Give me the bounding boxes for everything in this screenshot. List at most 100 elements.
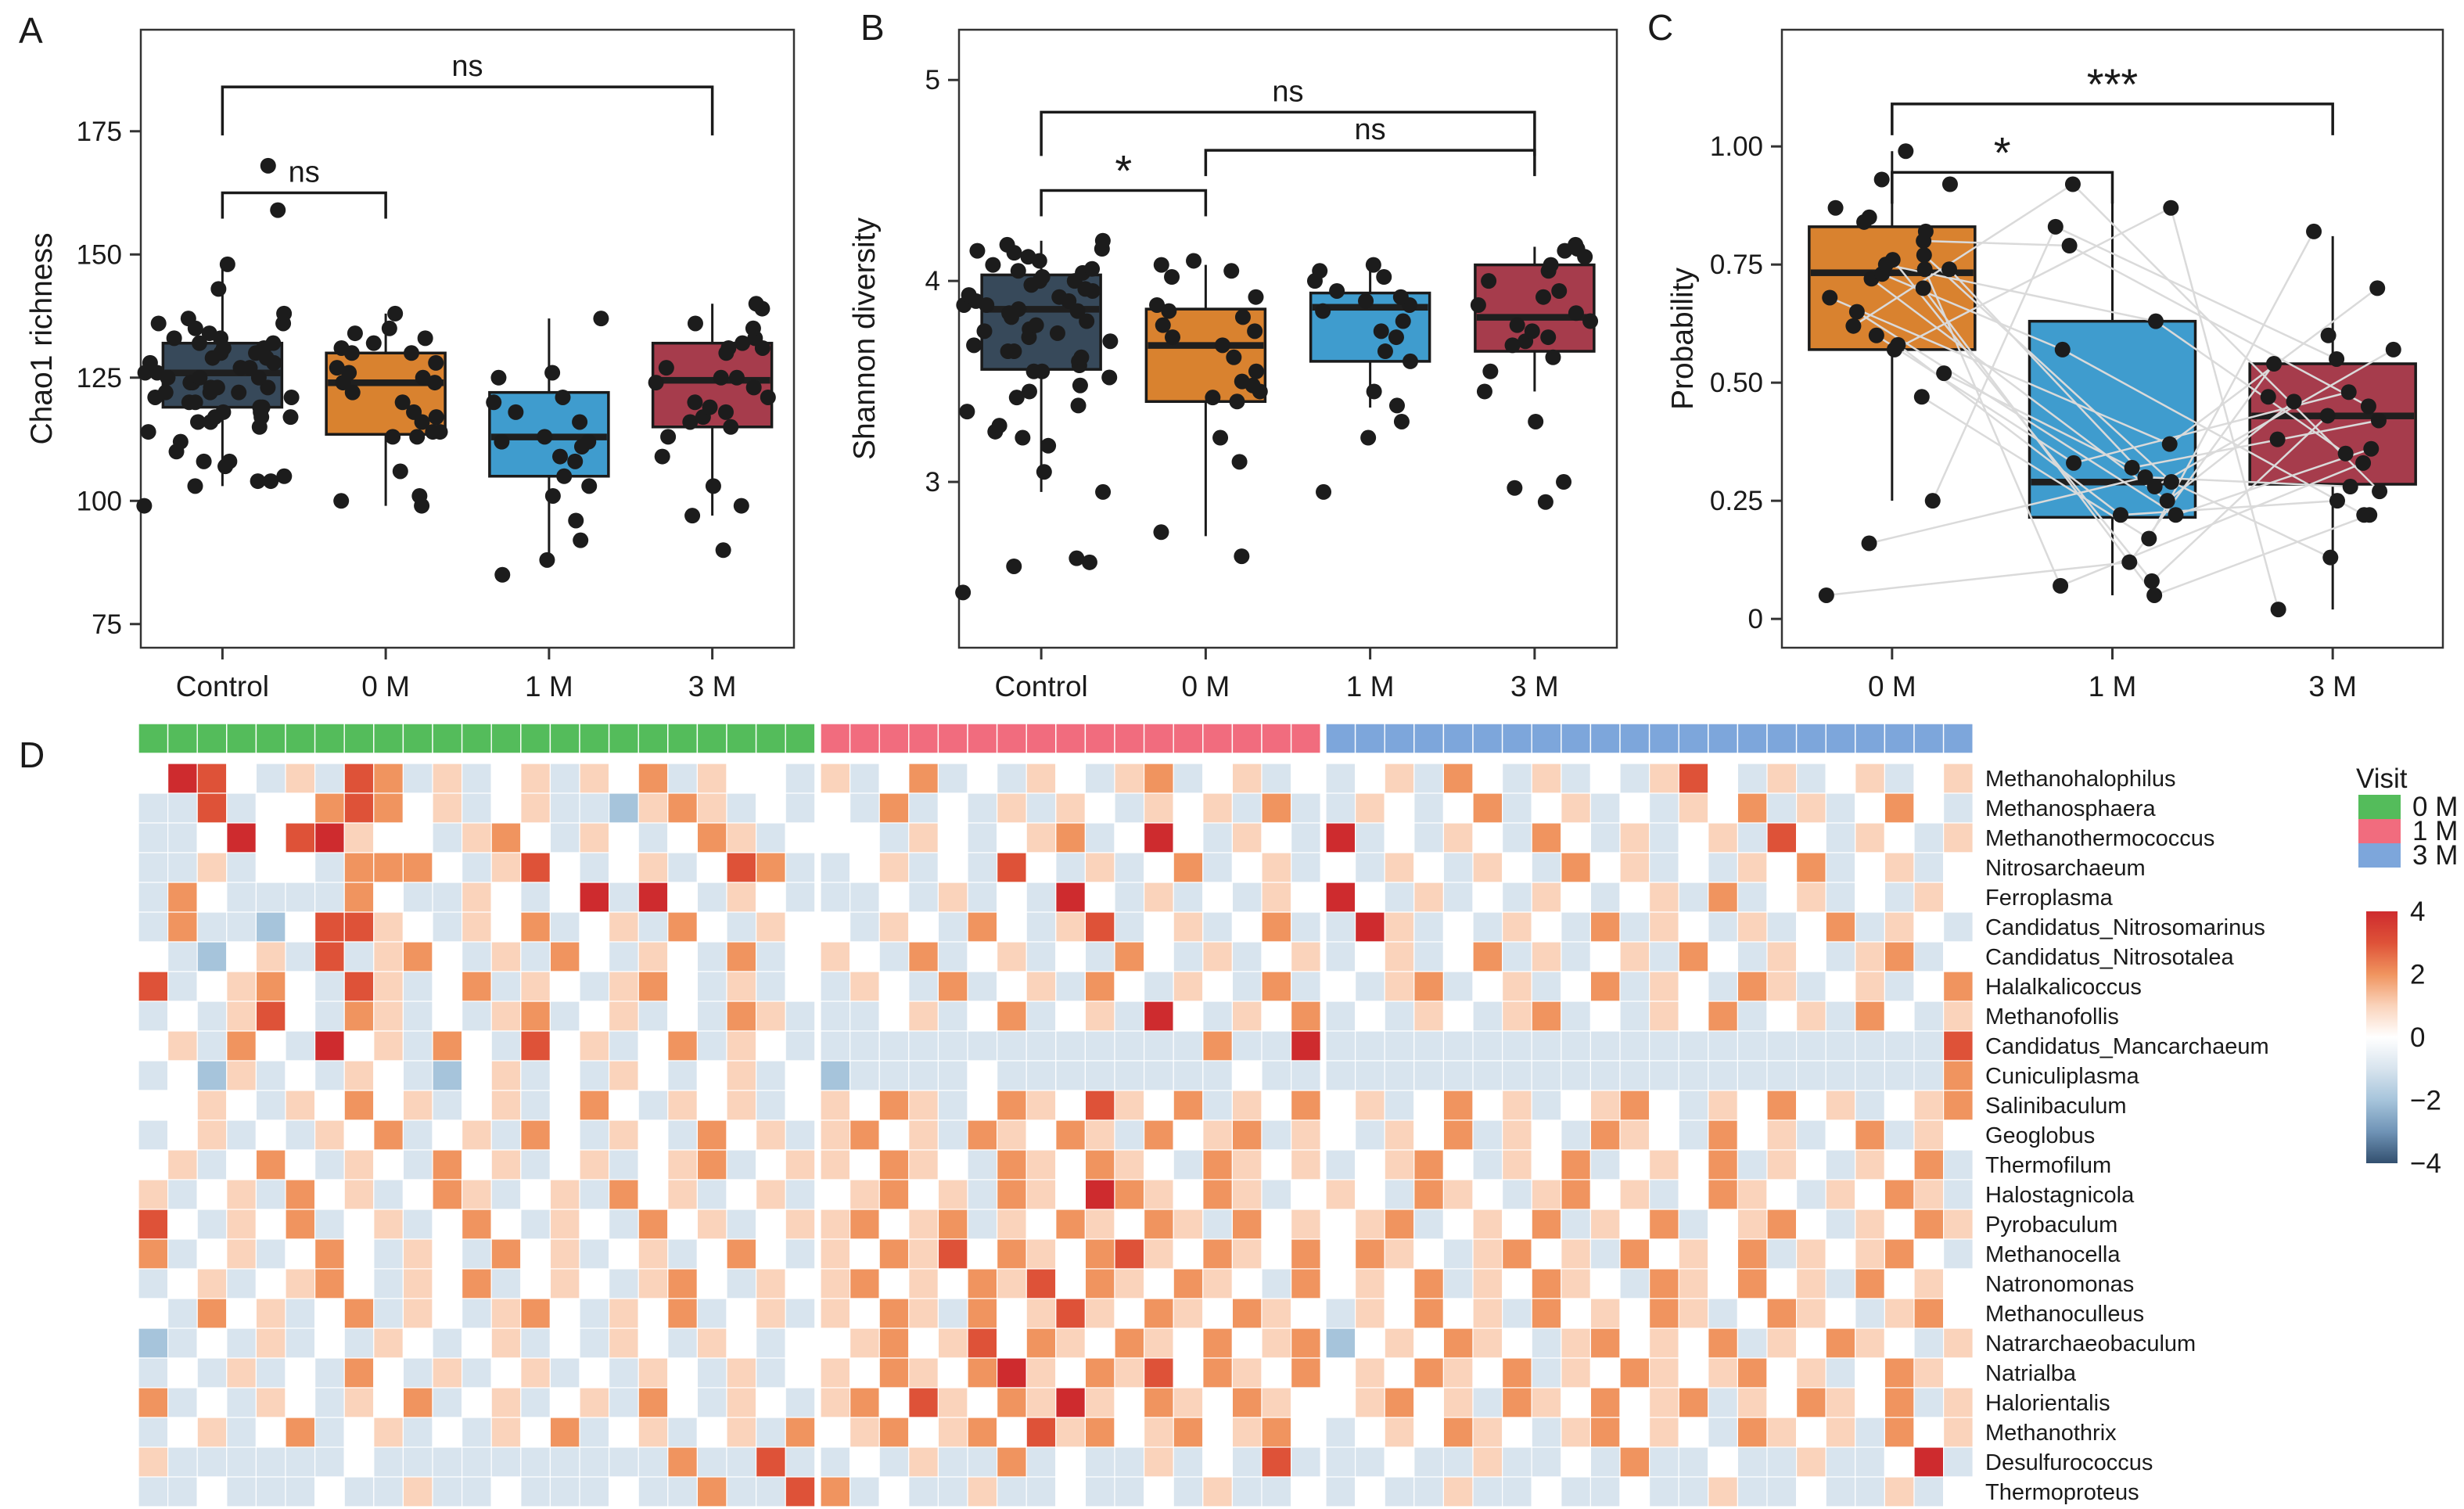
heatmap-row-label: Halostagnicola [1985, 1183, 2135, 1208]
median-line [1810, 269, 1974, 276]
panel-b-shannon-boxplot: 5 4 3 Control 0 M 1 M 3 M * ns ns [925, 28, 1618, 702]
significance-label: * [1994, 128, 2011, 177]
significance-bracket [221, 191, 387, 219]
jitter-points-0m [329, 305, 448, 514]
colorbar-tick-label: −2 [2410, 1086, 2441, 1116]
y-tick-label: 150 [77, 239, 122, 270]
colorbar-tick-label: 0 [2410, 1022, 2425, 1053]
heatmap-legend: 0 M1 M3 M 4 2 0 −2 −4 [2358, 792, 2458, 1179]
legend-swatch-0m [2358, 795, 2401, 819]
jitter-points-0m [1818, 143, 1958, 603]
heatmap-row-label: Methanocella [1985, 1242, 2121, 1267]
x-category-label: 0 M [1182, 670, 1230, 702]
jitter-points-3m [1470, 236, 1599, 510]
heatmap-row-Salinibaculum: Salinibaculum [138, 1090, 2127, 1121]
significance-label: *** [2087, 59, 2138, 109]
panel-d-letter: D [19, 735, 45, 775]
colorbar-tick-label: −4 [2410, 1148, 2441, 1179]
median-line [2031, 479, 2194, 486]
heatmap-row-Methanocella: Methanocella [138, 1238, 2121, 1270]
heatmap-row-Candidatus_Mancarchaeum: Candidatus_Mancarchaeum [138, 1030, 2269, 1062]
panel-c-ylabel: Probability [1666, 267, 1700, 411]
significance-bracket [1204, 149, 1536, 177]
heatmap-row-label: Thermofilum [1985, 1153, 2111, 1178]
y-tick-label: 175 [77, 117, 122, 147]
jitter-points-1m [2047, 176, 2184, 603]
heatmap-row-Candidatus_Nitrosomarinus: Candidatus_Nitrosomarinus [138, 911, 2265, 943]
colorbar-tick-label: 2 [2410, 960, 2425, 990]
x-category-label: Control [176, 670, 269, 702]
jitter-points-control [136, 157, 300, 514]
heatmap-row-Halalkalicoccus: Halalkalicoccus [138, 971, 2142, 1002]
significance-label: ns [289, 156, 320, 189]
heatmap-row-label: Geoglobus [1985, 1123, 2095, 1148]
median-line [983, 306, 1100, 313]
heatmap-row-Halorientalis: Halorientalis [138, 1387, 2110, 1418]
heatmap-row-label: Methanofollis [1985, 1004, 2119, 1029]
jitter-points-control [955, 232, 1119, 601]
heatmap-row-label: Ferroplasma [1985, 886, 2114, 911]
significance-label: * [1115, 146, 1132, 196]
panel-a-ylabel: Chao1 richness [25, 232, 59, 445]
heatmap-row-label: Methanohalophilus [1985, 767, 2175, 792]
jitter-points-3m [2260, 223, 2401, 618]
heatmap-row-label: Natronomonas [1985, 1272, 2134, 1297]
heatmap-row-Methanosphaera: Methanosphaera [138, 792, 2157, 824]
heatmap-row-label: Candidatus_Mancarchaeum [1985, 1034, 2269, 1059]
heatmap-legend-title: Visit [2356, 763, 2408, 794]
heatmap-row-label: Cuniculiplasma [1985, 1064, 2140, 1089]
y-tick-label: 0.25 [1710, 486, 1763, 516]
heatmap-row-label: Methanoculleus [1985, 1302, 2144, 1327]
significance-label: ns [1272, 75, 1303, 108]
heatmap-row-Candidatus_Nitrosotalea: Candidatus_Nitrosotalea [138, 941, 2234, 972]
median-line [1476, 314, 1593, 321]
legend-entry-label: 0 M [2412, 792, 2458, 822]
median-line [164, 369, 281, 376]
jitter-points-0m [1149, 253, 1268, 565]
y-tick-label: 5 [925, 65, 940, 95]
x-category-label: 3 M [1510, 670, 1559, 702]
panel-b-letter: B [860, 7, 885, 48]
x-category-label: 3 M [688, 670, 737, 702]
legend-swatch-1m [2358, 819, 2401, 843]
heatmap-row-Cuniculiplasma: Cuniculiplasma [138, 1060, 2140, 1091]
legend-entry-label: 1 M [2412, 816, 2458, 846]
heatmap-row-Ferroplasma: Ferroplasma [138, 882, 2114, 913]
legend-entry-label: 3 M [2412, 840, 2458, 871]
heatmap-row-label: Desulfurococcus [1985, 1450, 2153, 1475]
jitter-points-1m [486, 311, 609, 583]
heatmap-row-label: Salinibaculum [1985, 1094, 2127, 1119]
heatmap-row-label: Nitrosarchaeum [1985, 856, 2146, 881]
y-tick-label: 75 [92, 609, 122, 640]
panel-c-letter: C [1647, 7, 1674, 48]
heatmap-row-label: Thermoproteus [1985, 1480, 2139, 1505]
significance-bracket [1891, 102, 2334, 135]
colorbar-tick-label: 4 [2410, 896, 2425, 927]
y-tick-label: 0 [1748, 604, 1763, 634]
significance-bracket [221, 85, 714, 136]
heatmap-row-Desulfurococcus: Desulfurococcus [138, 1446, 2153, 1478]
x-category-label: 0 M [361, 670, 410, 702]
heatmap-row-Nitrosarchaeum: Nitrosarchaeum [138, 852, 2146, 883]
heatmap-row-label: Natrialba [1985, 1361, 2077, 1386]
y-tick-label: 3 [925, 467, 940, 498]
x-category-label: 1 M [525, 670, 573, 702]
heatmap-row-label: Candidatus_Nitrosotalea [1985, 945, 2234, 970]
y-tick-label: 0.75 [1710, 250, 1763, 280]
heatmap-row-Geoglobus: Geoglobus [138, 1119, 2095, 1151]
heatmap-row-label: Pyrobaculum [1985, 1213, 2117, 1238]
heatmap-row-label: Methanothermococcus [1985, 826, 2214, 851]
heatmap-row-Thermofilum: Thermofilum [138, 1149, 2111, 1180]
visit-bar-1m [820, 723, 1321, 754]
x-category-label: Control [994, 670, 1087, 702]
y-tick-label: 0.50 [1710, 368, 1763, 398]
significance-bracket [1040, 189, 1208, 217]
jitter-points-3m [648, 296, 776, 559]
median-line [654, 376, 770, 384]
heatmap-row-Methanothrix: Methanothrix [138, 1417, 2117, 1448]
heatmap-row-Natrialba: Natrialba [138, 1357, 2077, 1389]
visit-bar-0m [138, 723, 816, 754]
heatmap-row-label: Methanosphaera [1985, 796, 2157, 821]
box-0m [1808, 225, 1977, 351]
jitter-points-1m [1306, 257, 1418, 500]
